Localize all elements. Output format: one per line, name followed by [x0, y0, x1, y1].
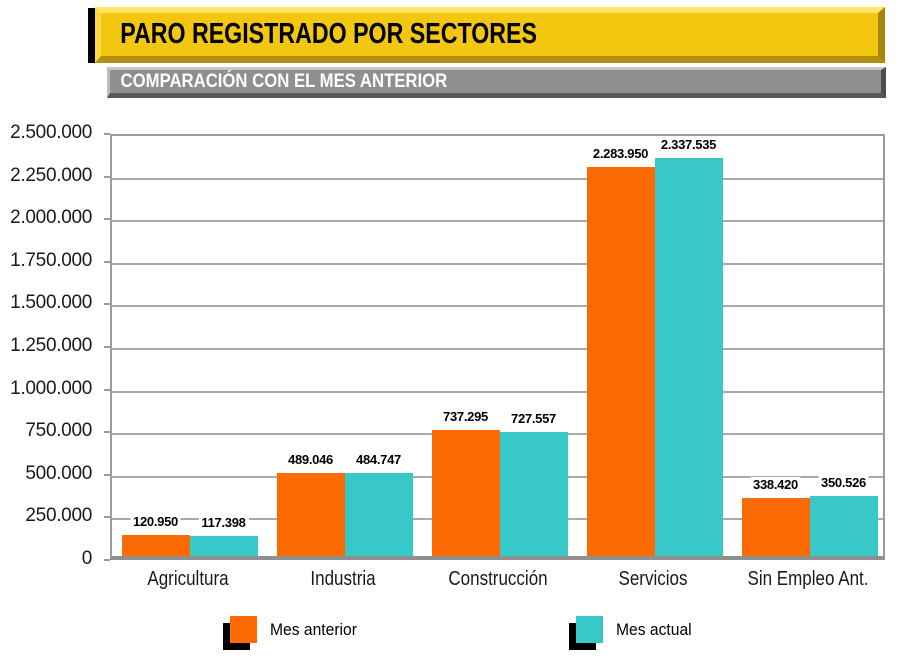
bar-value-label: 120.950	[130, 514, 181, 529]
y-tick-mark	[104, 218, 110, 221]
y-tick-mark	[104, 175, 110, 178]
title-banner: PARO REGISTRADO POR SECTORES	[95, 7, 885, 63]
bar-value-label: 737.295	[440, 409, 491, 424]
bar-Industria-Mes actual	[344, 473, 413, 556]
gridline-1.750.000	[112, 262, 883, 265]
y-tick-label: 250.000	[25, 505, 92, 527]
bar-Servicios-Mes anterior	[586, 167, 655, 556]
bar-Industria-Mes anterior	[276, 473, 345, 556]
plot-area: 120.950 117.398 489.046 484.747 737.295 727.5…	[110, 134, 885, 560]
bar-value-label: 484.747	[353, 452, 404, 467]
gridline-2.000.000	[112, 220, 883, 223]
bar-value-label: 350.526	[818, 475, 869, 490]
bar-value-label: 338.420	[750, 477, 801, 492]
legend-item-mes-actual: Mes actual	[576, 616, 698, 643]
category-label-Agricultura: Agricultura	[146, 568, 229, 590]
y-tick-mark	[104, 516, 110, 519]
bar-value-label: 2.283.950	[589, 146, 652, 161]
y-tick-label: 2.250.000	[10, 164, 92, 186]
bar-Sin Empleo Ant.-Mes anterior	[741, 498, 810, 556]
y-tick-label: 2.000.000	[10, 207, 92, 229]
y-tick-label: 1.250.000	[10, 335, 92, 356]
category-label-Sin Empleo Ant.: Sin Empleo Ant.	[747, 568, 868, 590]
bar-Construcción-Mes anterior	[431, 430, 500, 556]
legend-label-mes-actual: Mes actual	[616, 619, 692, 639]
gridline-1.000.000	[112, 390, 883, 393]
y-tick-mark	[104, 473, 110, 476]
bar-Servicios-Mes actual	[654, 158, 723, 556]
legend-item-mes-anterior: Mes anterior	[230, 616, 364, 643]
bar-value-label: 489.046	[285, 452, 336, 467]
bar-Construcción-Mes actual	[499, 432, 568, 556]
bar-value-label: 117.398	[198, 515, 249, 530]
title-banner-left-shadow	[88, 8, 95, 63]
y-tick-mark	[104, 388, 110, 391]
legend-label-mes-anterior: Mes anterior	[270, 619, 357, 639]
y-tick-label: 0	[81, 548, 93, 569]
y-tick-label: 1.000.000	[10, 377, 92, 399]
category-label-Industria: Industria	[309, 568, 376, 590]
legend-swatch-mes-actual	[576, 616, 603, 643]
y-tick-label: 500.000	[25, 462, 92, 484]
gridline-2.250.000	[112, 177, 883, 180]
y-tick-mark	[104, 133, 110, 135]
y-tick-mark	[104, 303, 110, 306]
page-subtitle: COMPARACIÓN CON EL MES ANTERIOR	[120, 70, 448, 92]
y-tick-label: 750.000	[25, 420, 92, 442]
bar-value-label: 2.337.535	[657, 137, 720, 152]
category-label-Construcción: Construcción	[447, 568, 548, 590]
y-tick-mark	[104, 346, 110, 348]
gridline-1.500.000	[112, 305, 883, 308]
y-tick-label: 1.750.000	[10, 249, 92, 271]
category-label-Servicios: Servicios	[618, 568, 687, 590]
page-title: PARO REGISTRADO POR SECTORES	[120, 18, 537, 50]
y-tick-mark	[104, 559, 110, 561]
y-tick-label: 1.500.000	[10, 292, 92, 314]
legend-swatch-mes-anterior	[230, 616, 257, 643]
bar-value-label: 727.557	[508, 411, 559, 426]
bar-Agricultura-Mes actual	[189, 536, 258, 556]
y-tick-label: 2.500.000	[10, 122, 92, 143]
y-tick-mark	[104, 260, 110, 263]
y-tick-mark	[104, 431, 110, 434]
bar-Sin Empleo Ant.-Mes actual	[809, 496, 878, 556]
subtitle-banner: COMPARACIÓN CON EL MES ANTERIOR	[107, 67, 886, 98]
bar-Agricultura-Mes anterior	[121, 535, 190, 556]
gridline-1.250.000	[112, 348, 883, 350]
